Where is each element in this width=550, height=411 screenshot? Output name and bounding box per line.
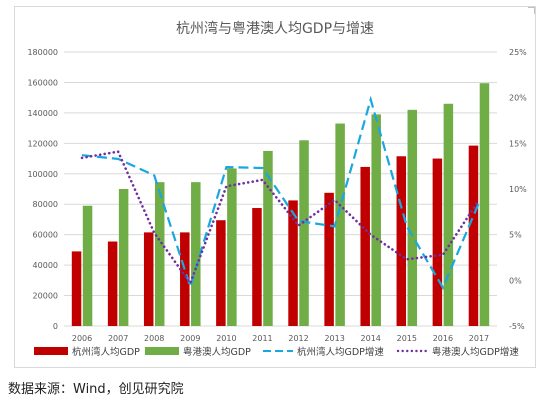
y-left-tick-label: 120000 (27, 139, 58, 148)
y-left-tick-label: 140000 (27, 109, 58, 118)
bar-gba-2012 (299, 140, 309, 326)
x-tick-label: 2007 (108, 334, 128, 343)
bar-gba-2016 (443, 103, 454, 326)
y-right-tick-label: 10% (509, 185, 527, 194)
legend-item-gba-growth: 粤港澳人均GDP增速 (396, 346, 519, 358)
bar-gba-2017 (479, 83, 490, 326)
legend-item-hangzhou-gdp: 杭州湾人均GDP (34, 346, 140, 358)
bar-gba-2011 (263, 150, 273, 326)
bar-gba-2013 (335, 123, 345, 327)
legend: 杭州湾人均GDP 粤港澳人均GDP 杭州湾人均GDP增速 粤港澳人均GDP增速 (34, 346, 519, 358)
bar-gba-2008 (154, 182, 165, 326)
x-tick-label: 2014 (361, 334, 381, 343)
legend-swatch (145, 347, 179, 355)
bar-hangzhou-2007 (107, 241, 118, 326)
frame-corner-mark (528, 7, 535, 14)
chart-title: 杭州湾与粤港澳人均GDP与增速 (176, 20, 374, 37)
legend-item-gba-gdp: 粤港澳人均GDP (145, 346, 251, 358)
bar-hangzhou-2012 (288, 200, 298, 326)
x-tick-label: 2010 (216, 334, 236, 343)
bar-gba-2014 (371, 114, 381, 327)
axis-labels: 0 20000 40000 60000 80000 100000 120000 140000 1… (27, 48, 527, 343)
x-tick-label: 2017 (469, 334, 489, 343)
legend-label: 杭州湾人均GDP (72, 346, 140, 358)
bar-hangzhou-2010 (216, 220, 226, 326)
source-note: 数据来源：Wind，创见研究院 (8, 382, 184, 397)
legend-label: 粤港澳人均GDP (183, 346, 251, 358)
line-gba-growth (80, 150, 481, 286)
gridlines (64, 51, 497, 327)
x-tick-label: 2015 (397, 334, 417, 343)
y-left-tick-label: 180000 (27, 48, 58, 57)
x-tick-label: 2011 (252, 334, 272, 343)
bar-hangzhou-2014 (360, 166, 370, 326)
x-tick-label: 2016 (433, 334, 453, 343)
y-right-tick-label: 20% (509, 94, 527, 103)
bar-series (71, 83, 490, 327)
y-right-tick-label: 15% (509, 139, 527, 148)
y-left-tick-label: 40000 (33, 261, 58, 270)
y-left-tick-label: 20000 (33, 292, 58, 301)
legend-label: 粤港澳人均GDP增速 (432, 346, 519, 358)
x-tick-label: 2009 (180, 334, 200, 343)
bar-gba-2010 (227, 168, 237, 326)
line-hangzhou-growth (81, 95, 481, 291)
bar-hangzhou-2016 (432, 158, 443, 326)
y-left-tick-label: 100000 (27, 170, 58, 179)
bar-gba-2007 (118, 189, 129, 326)
legend-label: 杭州湾人均GDP增速 (297, 346, 384, 358)
y-left-tick-label: 80000 (33, 200, 58, 209)
x-tick-label: 2012 (288, 334, 308, 343)
x-tick-label: 2013 (324, 334, 344, 343)
bar-hangzhou-2006 (71, 251, 82, 326)
bar-gba-2015 (407, 109, 418, 326)
y-left-tick-label: 0 (53, 322, 58, 331)
bar-gba-2009 (191, 182, 201, 326)
bar-hangzhou-2008 (143, 232, 154, 326)
bar-hangzhou-2015 (396, 156, 407, 326)
x-tick-label: 2008 (144, 334, 164, 343)
y-right-tick-label: -5% (509, 322, 525, 331)
bar-hangzhou-2009 (180, 232, 190, 326)
y-right-tick-label: 25% (509, 48, 527, 57)
y-right-tick-label: 0% (509, 276, 522, 285)
bar-gba-2006 (82, 205, 93, 326)
y-left-tick-label: 60000 (33, 231, 58, 240)
bar-hangzhou-2011 (252, 208, 262, 326)
bar-hangzhou-2017 (468, 145, 479, 326)
line-series (80, 95, 481, 291)
bar-hangzhou-2013 (324, 192, 334, 326)
x-tick-label: 2006 (72, 334, 92, 343)
legend-swatch (34, 347, 68, 355)
y-right-tick-label: 5% (509, 231, 522, 240)
legend-item-hangzhou-growth: 杭州湾人均GDP增速 (263, 346, 384, 358)
y-left-tick-label: 160000 (27, 78, 58, 87)
